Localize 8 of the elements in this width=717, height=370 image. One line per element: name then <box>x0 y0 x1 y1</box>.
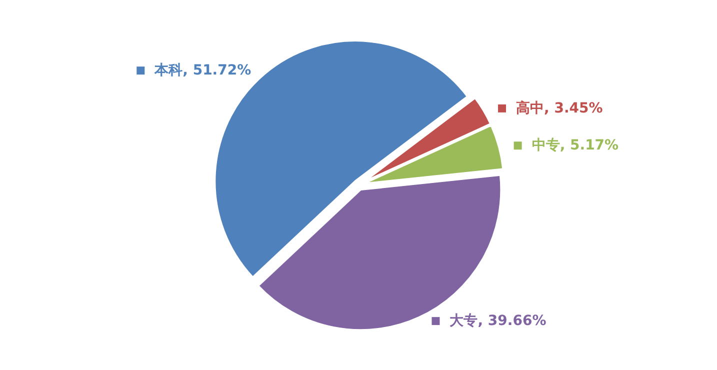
data-label: , 51.72% <box>182 62 252 79</box>
data-label: , 39.66% <box>478 313 546 330</box>
legend-label: 中专 <box>532 136 560 154</box>
legend-label: 高中 <box>516 99 544 116</box>
data-label: , 5.17% <box>560 138 619 154</box>
data-label: , 3.45% <box>544 100 603 116</box>
legend-label: 大专 <box>450 312 478 330</box>
legend-label: 本科 <box>154 62 183 79</box>
